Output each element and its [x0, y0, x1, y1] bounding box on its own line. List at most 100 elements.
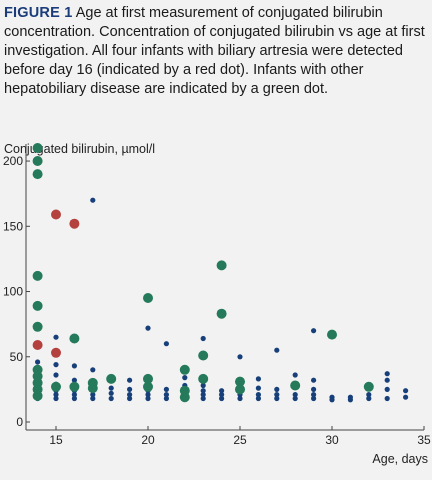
- point-other: [53, 334, 59, 340]
- point-other: [71, 377, 77, 383]
- point-other: [384, 386, 390, 392]
- point-other: [255, 395, 261, 402]
- point-biliary-atresia: [51, 209, 61, 220]
- point-other: [274, 392, 280, 398]
- point-other: [145, 395, 151, 402]
- figure-label: FIGURE 1: [4, 5, 73, 21]
- point-other: [53, 395, 59, 402]
- point-other-hepatobiliary: [327, 329, 337, 340]
- point-other-hepatobiliary: [143, 293, 153, 303]
- point-other: [366, 392, 372, 398]
- point-other: [274, 386, 280, 392]
- point-other: [311, 377, 317, 383]
- point-other: [311, 328, 317, 334]
- point-other: [237, 395, 243, 402]
- point-other: [71, 363, 77, 369]
- point-other: [219, 392, 225, 398]
- x-tick-label: 35: [417, 433, 431, 447]
- point-other-hepatobiliary: [179, 364, 190, 375]
- point-other: [237, 354, 243, 360]
- point-other-hepatobiliary: [32, 143, 43, 153]
- axes: 0 50 100 150 200 15 20 25 30 35: [3, 144, 431, 447]
- point-other: [274, 347, 280, 353]
- point-other: [163, 392, 169, 398]
- point-other-hepatobiliary: [32, 169, 43, 180]
- point-other: [90, 197, 96, 203]
- point-other: [384, 395, 390, 402]
- point-other: [384, 371, 390, 377]
- point-other-hepatobiliary: [198, 350, 209, 361]
- point-other-hepatobiliary: [216, 260, 227, 271]
- point-other: [145, 325, 151, 331]
- point-other: [347, 394, 353, 400]
- point-other: [127, 392, 133, 398]
- point-other-hepatobiliary: [363, 381, 374, 392]
- point-other: [311, 392, 317, 398]
- point-other: [311, 386, 317, 392]
- point-other: [127, 377, 133, 383]
- point-other: [292, 372, 298, 378]
- point-other: [384, 377, 390, 383]
- point-other: [53, 372, 59, 378]
- point-other-hepatobiliary: [143, 373, 153, 384]
- point-other: [255, 392, 261, 398]
- x-tick-label: 20: [141, 433, 155, 447]
- point-other: [255, 376, 261, 382]
- point-biliary-atresia: [32, 340, 43, 350]
- point-other-hepatobiliary: [290, 380, 301, 391]
- point-other: [53, 392, 59, 398]
- point-other: [274, 395, 280, 402]
- point-other: [403, 394, 409, 400]
- point-other: [255, 385, 261, 391]
- point-other: [311, 395, 317, 402]
- point-other: [163, 395, 169, 402]
- point-other-hepatobiliary: [32, 300, 43, 311]
- y-tick-label: 50: [10, 350, 24, 364]
- point-other: [163, 341, 169, 347]
- point-other: [127, 386, 133, 392]
- point-other-hepatobiliary: [235, 384, 245, 395]
- point-other: [71, 392, 77, 398]
- point-other: [145, 392, 151, 398]
- point-other: [200, 392, 206, 398]
- point-other: [108, 395, 114, 402]
- point-other-hepatobiliary: [32, 321, 43, 332]
- point-other-hepatobiliary: [32, 270, 43, 281]
- point-other-hepatobiliary: [69, 333, 80, 344]
- x-tick-label: 15: [49, 433, 63, 447]
- point-other-hepatobiliary: [51, 381, 61, 392]
- y-tick-label: 100: [3, 285, 23, 299]
- point-biliary-atresia: [69, 218, 80, 229]
- point-other-hepatobiliary: [32, 156, 43, 166]
- point-other: [200, 382, 206, 389]
- point-other: [200, 388, 206, 394]
- point-other: [200, 395, 206, 402]
- point-biliary-atresia: [51, 347, 61, 358]
- point-other: [219, 395, 225, 402]
- point-other: [329, 394, 335, 400]
- point-other-hepatobiliary: [235, 376, 245, 387]
- point-other: [127, 395, 133, 402]
- point-other-hepatobiliary: [32, 390, 43, 401]
- point-other: [163, 386, 169, 392]
- point-other: [90, 367, 96, 373]
- point-other: [53, 362, 59, 368]
- point-other: [200, 335, 206, 342]
- x-tick-label: 25: [233, 433, 247, 447]
- point-other-hepatobiliary: [198, 373, 209, 384]
- point-other: [182, 375, 188, 381]
- point-other: [403, 388, 409, 394]
- point-other-hepatobiliary: [216, 308, 227, 319]
- point-other: [35, 359, 41, 365]
- point-other-hepatobiliary: [179, 392, 190, 403]
- point-other-hepatobiliary: [143, 381, 153, 392]
- point-other-hepatobiliary: [106, 373, 117, 384]
- x-axis-label: Age, days: [372, 452, 428, 466]
- point-other: [71, 395, 77, 402]
- point-other-hepatobiliary: [69, 381, 80, 392]
- y-tick-label: 200: [3, 154, 23, 168]
- point-other-hepatobiliary: [87, 383, 98, 394]
- data-points: [32, 143, 409, 403]
- point-other: [366, 395, 372, 402]
- point-other: [108, 385, 114, 391]
